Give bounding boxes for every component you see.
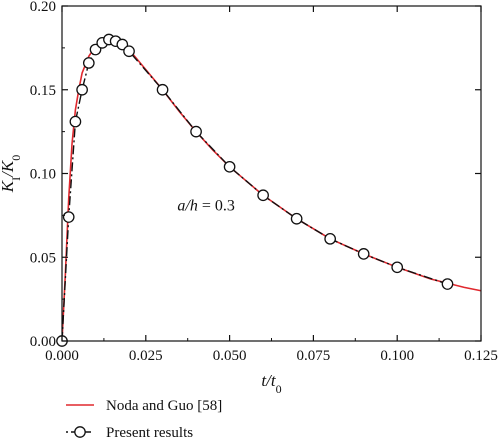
data-point [257,189,269,202]
x-tick-label: 0.050 [213,348,247,364]
data-point [156,83,169,96]
legend-marker [74,426,86,438]
y-tick-label: 0.20 [30,0,56,15]
data-point [357,248,370,260]
data-point [69,115,82,128]
y-tick-label: 0.00 [30,334,56,350]
x-tick-label: 0.100 [380,348,414,364]
legend: Noda and Guo [58] Present results [66,398,222,441]
x-tick-label: 0.125 [464,348,498,364]
plot-area: a/h = 0.3 [56,33,482,347]
legend-label: Noda and Guo [58] [106,398,222,414]
data-point [62,211,75,223]
data-point [223,160,236,173]
data-point [290,212,303,225]
series-line-present-results [61,38,448,342]
x-tick-label: 0.025 [129,348,163,364]
y-tick-label: 0.05 [30,250,56,266]
annotation-ratio: a/h = 0.3 [177,198,234,215]
data-point [123,45,135,58]
data-point [441,278,454,290]
y-tick-label: 0.10 [30,167,56,183]
plot-frame [61,5,482,342]
legend-label: Present results [106,425,193,441]
y-axis-label: KI/K0 [0,155,23,193]
data-point [324,232,337,245]
series-line-noda-guo [61,38,482,342]
x-tick-label: 0.075 [297,348,331,364]
data-point [391,261,404,274]
x-axis-label: t/t0 [261,371,281,396]
y-tick-label: 0.15 [30,83,56,99]
data-point [190,125,202,138]
x-tick-label: 0.000 [45,348,79,364]
axes: 0.000 0.025 0.050 0.075 0.100 0.125 0.00 0.05 0.… [0,0,498,396]
data-point [82,57,95,69]
data-point [76,83,88,96]
